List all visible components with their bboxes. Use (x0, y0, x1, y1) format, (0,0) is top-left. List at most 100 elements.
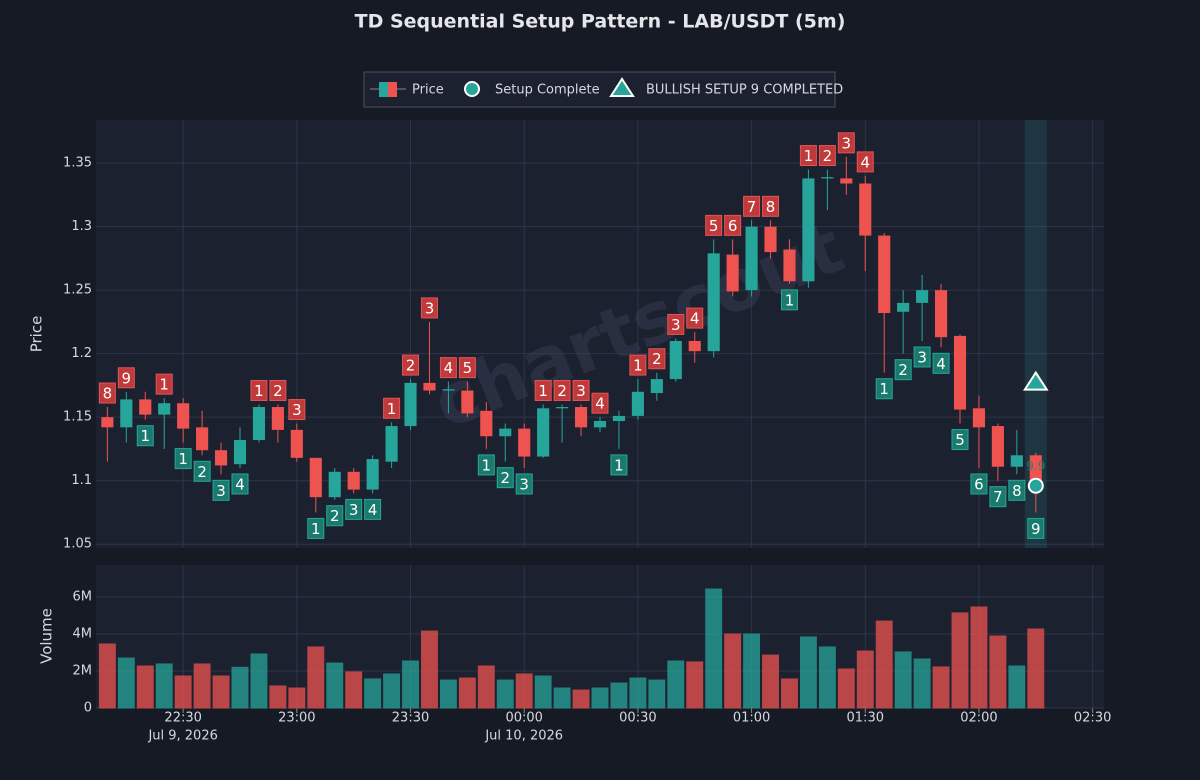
setup-count-box (799, 145, 817, 167)
legend-swatch (388, 82, 397, 97)
volume-bar (439, 679, 457, 709)
legend-label: Price (412, 83, 444, 98)
setup-count-box (762, 195, 780, 217)
setup-count: 4 (235, 475, 245, 493)
volume-bar (667, 660, 685, 709)
x-tick-label: 00:00 (505, 711, 542, 726)
y-tick-label: 1.25 (63, 283, 92, 298)
y-axis-label: Price (28, 316, 46, 353)
setup-count-box (648, 348, 666, 370)
highlight-band (1024, 120, 1047, 548)
candle-body (878, 235, 891, 314)
setup-count-box (553, 379, 571, 401)
candle-body (139, 399, 152, 415)
candle-body (953, 335, 967, 410)
setup-count: 2 (898, 361, 908, 379)
y-tick-label: 1.15 (63, 410, 92, 425)
x-date-label: Jul 9, 2026 (147, 729, 217, 744)
setup-count: 6 (974, 475, 984, 493)
candle-body (101, 417, 114, 428)
setup-count: 4 (444, 359, 454, 377)
setup-count-box (269, 379, 287, 401)
y-tick-label: 6M (73, 590, 93, 605)
volume-bar (799, 636, 817, 709)
legend-label: Setup Complete (495, 83, 600, 98)
candle-body (1010, 455, 1023, 467)
setup-count: 3 (519, 475, 529, 493)
setup-count: 7 (747, 198, 757, 216)
candle-body (897, 302, 910, 312)
volume-bar (402, 660, 419, 709)
candle-body (991, 426, 1004, 467)
setup-count: 8 (1012, 482, 1022, 500)
setup-count: 4 (690, 310, 700, 328)
candle-body (328, 471, 341, 498)
volume-bar (326, 662, 344, 709)
volume-bar (724, 633, 742, 709)
setup-complete-marker (1027, 477, 1044, 494)
volume-bar (269, 685, 287, 709)
volume-bar (989, 635, 1007, 709)
setup-count-box (326, 505, 344, 527)
y-axis-label: Volume (38, 608, 56, 664)
setup-count-box (686, 307, 704, 329)
setup-count-box (970, 473, 988, 495)
setup-count: 3 (216, 482, 226, 500)
bullish-signal-marker (1022, 370, 1049, 391)
volume-bar (117, 657, 135, 709)
legend-swatch (379, 82, 388, 97)
setup-count: 1 (254, 382, 264, 400)
setup-count: 1 (879, 380, 889, 398)
setup-count: 1 (785, 291, 795, 309)
y-tick-label: 2M (73, 664, 93, 679)
candle-body (177, 403, 190, 429)
candle-body (707, 253, 720, 352)
volume-bar (421, 630, 438, 709)
candle-body (461, 390, 474, 414)
volume-bar (686, 661, 704, 709)
candle-body (385, 426, 398, 462)
setup-count-box (288, 399, 306, 421)
setup-count-box (705, 214, 723, 236)
candle-body (650, 379, 663, 394)
setup-count-box (345, 498, 363, 520)
setup-count-box (420, 297, 438, 319)
volume-bar (155, 663, 173, 709)
setup-count-box (307, 517, 325, 539)
setup-count-box (591, 392, 609, 414)
setup-count-box (989, 486, 1007, 508)
setup-count: 1 (482, 456, 492, 474)
setup-count-box (250, 379, 268, 401)
setup-count: 1 (538, 382, 548, 400)
setup-count: 4 (595, 395, 605, 413)
volume-bar (383, 673, 401, 709)
setup-count-box (1027, 517, 1045, 539)
volume-bar (288, 687, 306, 709)
volume-bar (818, 646, 836, 709)
chart-title: TD Sequential Setup Pattern - LAB/USDT (… (355, 11, 846, 33)
legend (363, 71, 836, 108)
setup-count-box (458, 357, 476, 379)
x-tick-label: 22:30 (164, 711, 201, 726)
setup-count: 5 (955, 431, 965, 449)
volume-bar (345, 671, 363, 709)
candle-body (934, 290, 948, 338)
candle-body (120, 399, 133, 428)
setup-count: 9 (1031, 520, 1041, 538)
volume-bar (762, 654, 779, 709)
setup-count: 1 (614, 456, 624, 474)
volume-bar (496, 679, 514, 709)
setup-count: 1 (140, 427, 150, 445)
candle-body (783, 249, 796, 282)
volume-bar (894, 651, 912, 709)
setup-count: 3 (917, 348, 927, 366)
candle-body (442, 389, 455, 391)
volume-bar (837, 668, 855, 709)
candle-body (916, 290, 929, 303)
candle-body (233, 440, 247, 465)
setup-count: 2 (406, 357, 416, 375)
setup-count: 2 (330, 507, 340, 525)
setup-count-box (875, 378, 893, 400)
setup-count-box (894, 359, 912, 381)
setup-count-box (477, 454, 495, 476)
